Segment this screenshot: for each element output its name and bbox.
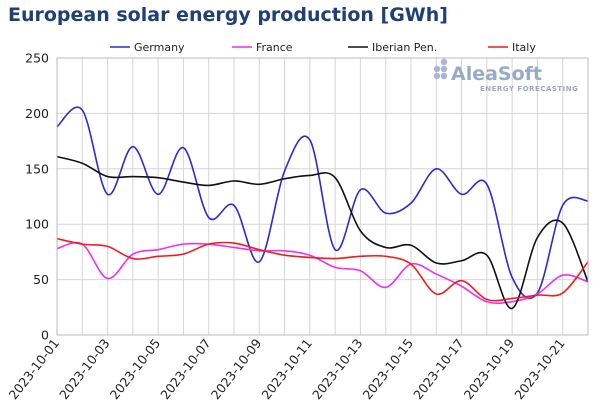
x-tick-label: 2023-10-09 [208, 336, 265, 403]
x-tick-label: 2023-10-05 [107, 336, 164, 402]
y-tick-label: 100 [25, 217, 49, 232]
series-line-iberian-pen [56, 155, 589, 310]
legend-label: France [256, 41, 293, 54]
logo-subtext: ENERGY FORECASTING [480, 85, 578, 93]
legend-item-iberian-pen: Iberian Pen. [348, 41, 437, 54]
y-axis-ticks: 0 50 100 150 200 250 [25, 51, 49, 343]
legend-item-germany: Germany [110, 41, 185, 54]
y-tick-label: 50 [33, 272, 49, 287]
legend-label: Italy [512, 41, 536, 54]
x-tick-label: 2023-10-07 [157, 336, 214, 402]
y-tick-label: 150 [25, 161, 49, 176]
y-tick-label: 200 [25, 106, 49, 121]
legend-label: Iberian Pen. [372, 41, 437, 54]
x-tick-label: 2023-10-17 [410, 336, 467, 402]
series-line-france [56, 241, 589, 305]
aleasoft-logo: AleaSoft ENERGY FORECASTING [433, 58, 578, 93]
x-axis-ticks: 2023-10-012023-10-032023-10-052023-10-07… [6, 336, 568, 403]
x-tick-label: 2023-10-11 [258, 336, 315, 402]
logo-text: AleaSoft [451, 63, 542, 85]
chart-title: European solar energy production [GWh] [8, 4, 448, 26]
plot-border [56, 57, 589, 336]
series-line-germany [56, 106, 589, 299]
y-tick-label: 0 [41, 328, 49, 343]
x-tick-label: 2023-10-03 [56, 336, 113, 402]
logo-mark-icon [433, 58, 448, 80]
legend-item-france: France [232, 41, 293, 54]
legend: Germany France Iberian Pen. Italy [110, 41, 536, 54]
series-layer [56, 106, 589, 310]
x-tick-label: 2023-10-01 [6, 336, 63, 402]
y-tick-label: 250 [25, 51, 49, 66]
x-tick-label: 2023-10-15 [360, 336, 417, 402]
series-line-italy [56, 237, 589, 302]
x-tick-label: 2023-10-13 [309, 336, 366, 402]
legend-label: Germany [134, 41, 185, 54]
x-tick-label: 2023-10-19 [461, 336, 518, 403]
x-tick-label: 2023-10-21 [511, 336, 568, 402]
legend-item-italy: Italy [488, 41, 536, 54]
